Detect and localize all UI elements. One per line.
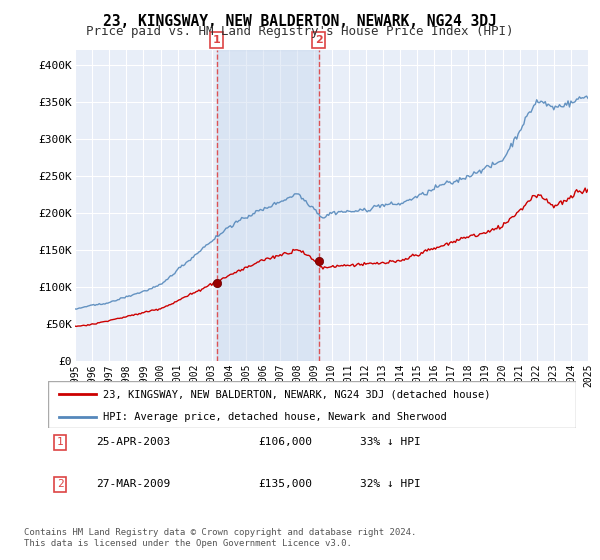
Text: 2: 2 — [56, 479, 64, 489]
Text: 27-MAR-2009: 27-MAR-2009 — [96, 479, 170, 489]
Bar — [217, 50, 319, 361]
Text: £106,000: £106,000 — [258, 437, 312, 447]
Text: 2: 2 — [314, 35, 322, 45]
Text: 23, KINGSWAY, NEW BALDERTON, NEWARK, NG24 3DJ (detached house): 23, KINGSWAY, NEW BALDERTON, NEWARK, NG2… — [103, 389, 491, 399]
Text: 1: 1 — [56, 437, 64, 447]
Text: 33% ↓ HPI: 33% ↓ HPI — [360, 437, 421, 447]
Text: 1: 1 — [213, 35, 221, 45]
Text: HPI: Average price, detached house, Newark and Sherwood: HPI: Average price, detached house, Newa… — [103, 412, 447, 422]
Text: 23, KINGSWAY, NEW BALDERTON, NEWARK, NG24 3DJ: 23, KINGSWAY, NEW BALDERTON, NEWARK, NG2… — [103, 14, 497, 29]
Text: 25-APR-2003: 25-APR-2003 — [96, 437, 170, 447]
Text: £135,000: £135,000 — [258, 479, 312, 489]
Text: 32% ↓ HPI: 32% ↓ HPI — [360, 479, 421, 489]
FancyBboxPatch shape — [48, 381, 576, 428]
Text: Price paid vs. HM Land Registry's House Price Index (HPI): Price paid vs. HM Land Registry's House … — [86, 25, 514, 38]
Text: Contains HM Land Registry data © Crown copyright and database right 2024.
This d: Contains HM Land Registry data © Crown c… — [24, 528, 416, 548]
